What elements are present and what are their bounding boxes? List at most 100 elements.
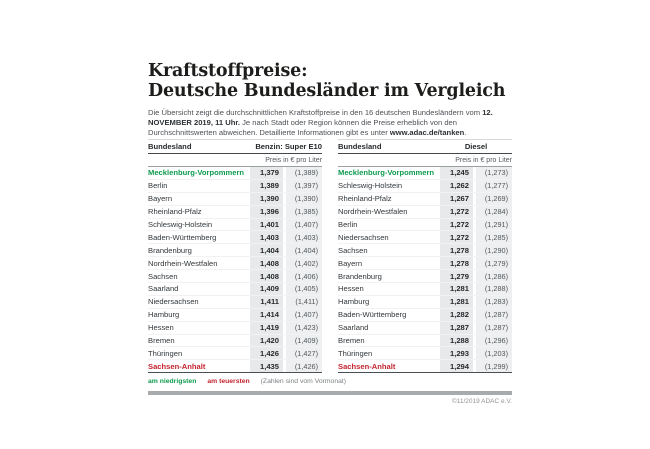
state-name: Bayern <box>148 194 173 204</box>
price-previous: (1,290) <box>476 244 512 257</box>
column-header-bundesland: Bundesland <box>148 142 192 151</box>
state-name: Rheinland-Pfalz <box>148 207 202 217</box>
state-name: Nordrhein-Westfalen <box>338 207 408 217</box>
price-previous: (1,404) <box>286 244 322 257</box>
intro-url-bold: www.adac.de/tanken <box>389 128 465 137</box>
table-row: Bayern 1,390 (1,390) <box>148 191 322 205</box>
price-previous: (1,427) <box>286 347 322 360</box>
table-row: Hamburg 1,281 (1,283) <box>338 294 512 308</box>
price-current: 1,379 <box>250 167 283 179</box>
price-previous: (1,405) <box>286 283 322 295</box>
table-row: Mecklenburg-Vorpommern 1,379 (1,389) <box>148 167 322 179</box>
price-current: 1,411 <box>250 295 283 308</box>
price-previous: (1,283) <box>476 295 512 308</box>
table-row: Bayern 1,278 (1,279) <box>338 256 512 270</box>
table-row: Sachsen-Anhalt 1,435 (1,426) <box>148 359 322 373</box>
table-rows: Mecklenburg-Vorpommern 1,379 (1,389) Berlin… <box>148 167 322 374</box>
price-current: 1,419 <box>250 321 283 334</box>
intro-date-bold: 12. NOVEMBER 2019, 11 Uhr. <box>148 108 493 127</box>
price-current: 1,281 <box>440 283 473 295</box>
price-current: 1,288 <box>440 334 473 347</box>
state-name: Sachsen <box>338 245 368 255</box>
price-previous: (1,407) <box>286 218 322 231</box>
price-current: 1,389 <box>250 179 283 192</box>
copyright: ©11/2019 ADAC e.V. <box>451 398 512 406</box>
price-current: 1,272 <box>440 218 473 231</box>
table-row: Brandenburg 1,404 (1,404) <box>148 243 322 257</box>
table-header-row: Bundesland Diesel <box>338 140 512 154</box>
price-current: 1,390 <box>250 192 283 205</box>
price-previous: (1,285) <box>476 231 512 244</box>
price-previous: (1,203) <box>476 347 512 360</box>
table-row: Brandenburg 1,279 (1,286) <box>338 269 512 283</box>
state-name: Hessen <box>148 323 174 333</box>
unit-subheader: Preis in € pro Liter <box>265 156 322 164</box>
price-current: 1,262 <box>440 179 473 192</box>
intro-segment: Je nach Stadt oder Region können die Pre… <box>148 118 458 137</box>
price-previous: (1,409) <box>286 334 322 347</box>
table-row: Sachsen-Anhalt 1,294 (1,299) <box>338 359 512 373</box>
state-name: Baden-Württemberg <box>338 310 407 320</box>
state-name: Mecklenburg-Vorpommern <box>338 168 435 178</box>
table-row: Hamburg 1,414 (1,407) <box>148 307 322 321</box>
state-name: Hamburg <box>148 310 180 320</box>
state-name: Bayern <box>338 258 363 268</box>
price-current: 1,426 <box>250 347 283 360</box>
price-current: 1,281 <box>440 295 473 308</box>
price-previous: (1,286) <box>476 270 512 283</box>
price-previous: (1,273) <box>476 167 512 179</box>
legend-lowest: am niedrigsten <box>148 378 197 386</box>
price-current: 1,404 <box>250 244 283 257</box>
price-previous: (1,407) <box>286 308 322 321</box>
state-name: Bremen <box>148 336 175 346</box>
intro-segment: Die Übersicht zeigt die durchschnittlich… <box>148 108 483 117</box>
price-current: 1,278 <box>440 244 473 257</box>
table-row: Thüringen 1,293 (1,203) <box>338 346 512 360</box>
price-current: 1,396 <box>250 205 283 218</box>
state-name: Sachsen <box>148 271 178 281</box>
state-name: Brandenburg <box>338 271 382 281</box>
price-tables: Bundesland Benzin: Super E10 Preis in € … <box>148 139 512 374</box>
table-rows: Mecklenburg-Vorpommern 1,245 (1,273) Schles… <box>338 167 512 374</box>
price-current: 1,294 <box>440 360 473 373</box>
infographic: Kraftstoffpreise: Deutsche Bundesländer … <box>148 61 512 406</box>
legend-highest: am teuersten <box>207 378 250 386</box>
page-title-line2: Deutsche Bundesländer im Vergleich <box>148 80 506 101</box>
intro-text: Die Übersicht zeigt die durchschnittlich… <box>148 108 512 138</box>
state-name: Hessen <box>338 284 364 294</box>
price-previous: (1,385) <box>286 205 322 218</box>
state-name: Mecklenburg-Vorpommern <box>148 168 245 178</box>
price-previous: (1,411) <box>286 295 322 308</box>
fuel-table-diesel: Bundesland Diesel Preis in € pro Liter M… <box>338 139 512 374</box>
table-row: Berlin 1,272 (1,291) <box>338 217 512 231</box>
unit-subheader: Preis in € pro Liter <box>455 156 512 164</box>
state-name: Hamburg <box>338 297 370 307</box>
table-row: Baden-Württemberg 1,282 (1,287) <box>338 307 512 321</box>
state-name: Berlin <box>338 220 358 229</box>
price-previous: (1,296) <box>476 334 512 347</box>
fuel-table-benzin: Bundesland Benzin: Super E10 Preis in € … <box>148 139 322 374</box>
state-name: Niedersachsen <box>338 232 389 242</box>
price-current: 1,278 <box>440 257 473 270</box>
price-current: 1,272 <box>440 205 473 218</box>
price-previous: (1,288) <box>476 283 512 295</box>
table-row: Hessen 1,419 (1,423) <box>148 320 322 334</box>
divider-bar <box>148 391 512 396</box>
table-row: Nordrhein-Westfalen 1,408 (1,402) <box>148 256 322 270</box>
table-row: Bremen 1,288 (1,296) <box>338 333 512 347</box>
state-name: Sachsen-Anhalt <box>148 361 206 371</box>
table-row: Niedersachsen 1,411 (1,411) <box>148 294 322 308</box>
price-previous: (1,284) <box>476 205 512 218</box>
table-row: Niedersachsen 1,272 (1,285) <box>338 230 512 244</box>
state-name: Bremen <box>338 336 365 346</box>
price-previous: (1,269) <box>476 192 512 205</box>
price-previous: (1,279) <box>476 257 512 270</box>
price-previous: (1,402) <box>286 257 322 270</box>
price-current: 1,245 <box>440 167 473 179</box>
price-previous: (1,403) <box>286 231 322 244</box>
price-current: 1,279 <box>440 270 473 283</box>
table-row: Hessen 1,281 (1,288) <box>338 282 512 295</box>
price-current: 1,420 <box>250 334 283 347</box>
table-row: Rheinland-Pfalz 1,396 (1,385) <box>148 204 322 218</box>
table-row: Saarland 1,409 (1,405) <box>148 282 322 295</box>
